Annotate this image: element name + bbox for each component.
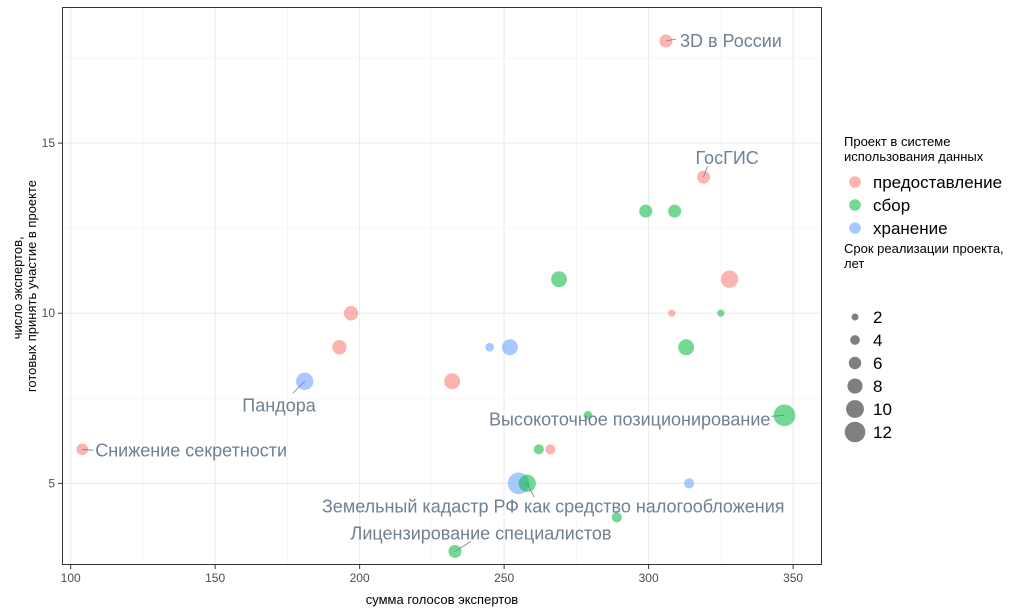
annotation-leader-line bbox=[665, 38, 677, 42]
data-point bbox=[444, 373, 461, 390]
point-annotations: 3D в России ГосГИС Пандора Высокоточное поз… bbox=[82, 31, 785, 552]
legend-color-label: предоставление bbox=[873, 173, 1002, 192]
x-tick-label: 200 bbox=[350, 571, 370, 585]
legend-size-key bbox=[851, 313, 859, 321]
panel-background bbox=[62, 7, 822, 565]
point-label: Снижение секретности bbox=[95, 440, 287, 460]
y-tick-label: 15 bbox=[42, 136, 56, 150]
x-tick-label: 250 bbox=[494, 571, 514, 585]
color-legend-title-line-2: использования данных bbox=[844, 149, 984, 164]
legend-size-label: 12 bbox=[873, 423, 892, 442]
legend-color-key bbox=[849, 199, 861, 211]
legend-color-label: сбор bbox=[873, 196, 910, 215]
legend-size-key bbox=[846, 400, 864, 418]
x-tick-label: 350 bbox=[783, 571, 803, 585]
point-label: ГосГИС bbox=[696, 148, 759, 168]
y-tick-label: 10 bbox=[42, 306, 56, 320]
data-point bbox=[683, 478, 695, 489]
data-point bbox=[332, 340, 347, 355]
legend-size-key bbox=[847, 378, 863, 394]
point-label: 3D в России bbox=[680, 31, 782, 51]
x-axis-title: сумма голосов экспертов bbox=[366, 592, 519, 607]
data-point bbox=[668, 204, 682, 218]
annotation-leader-line bbox=[703, 165, 708, 178]
legend-color-label: хранение bbox=[873, 219, 948, 238]
legend-color-key bbox=[849, 222, 861, 234]
legend-size-label: 2 bbox=[873, 308, 882, 327]
data-point bbox=[545, 444, 556, 455]
data-point bbox=[533, 444, 544, 455]
size-legend-title-line-2: лет bbox=[844, 256, 864, 271]
data-point bbox=[501, 339, 518, 356]
annotation-leader-line bbox=[454, 541, 472, 552]
y-axis: 5 10 15 bbox=[42, 136, 62, 490]
color-legend-title-line-1: Проект в системе bbox=[844, 134, 950, 149]
data-point bbox=[678, 339, 695, 356]
data-point bbox=[639, 204, 653, 218]
legend-size-label: 4 bbox=[873, 331, 882, 350]
data-point bbox=[611, 512, 622, 523]
x-tick-label: 300 bbox=[639, 571, 659, 585]
y-axis-title-line-1: число экспертов, bbox=[10, 236, 25, 339]
annotation-leader-line bbox=[82, 448, 94, 451]
x-tick-label: 150 bbox=[205, 571, 225, 585]
legend-size-label: 6 bbox=[873, 354, 882, 373]
legend-size-label: 10 bbox=[873, 400, 892, 419]
y-tick-label: 5 bbox=[48, 476, 55, 490]
data-point bbox=[551, 271, 567, 288]
annotation-leader-line bbox=[292, 380, 306, 394]
y-axis-title: число экспертов, готовых принять участие… bbox=[10, 180, 39, 392]
legend-color-key bbox=[849, 176, 861, 188]
legend-size-key bbox=[850, 335, 860, 345]
point-label: Пандора bbox=[242, 395, 316, 415]
legend-size-label: 8 bbox=[873, 377, 882, 396]
data-point bbox=[343, 305, 359, 321]
data-point bbox=[717, 309, 725, 317]
x-axis: 100 150 200 250 300 350 bbox=[61, 565, 803, 585]
legend-size-key bbox=[848, 356, 862, 370]
annotation-leader-line bbox=[526, 483, 535, 498]
plot-panel: 3D в России ГосГИС Пандора Высокоточное поз… bbox=[62, 7, 822, 565]
data-point bbox=[668, 309, 676, 317]
x-tick-label: 100 bbox=[61, 571, 81, 585]
size-legend: Срок реализации проекта, лет 2 4 6 8 10 12 bbox=[844, 241, 1004, 443]
data-point bbox=[697, 170, 711, 184]
legend-size-key bbox=[844, 421, 866, 443]
size-legend-title-line-1: Срок реализации проекта, bbox=[844, 241, 1004, 256]
panel-border bbox=[62, 7, 822, 565]
data-point bbox=[583, 410, 593, 420]
color-legend: Проект в системе использования данных пр… bbox=[844, 134, 1002, 238]
grid-lines bbox=[62, 7, 822, 565]
annotation-leader-line bbox=[771, 414, 785, 417]
data-point bbox=[485, 342, 495, 352]
data-point bbox=[720, 270, 739, 288]
point-label: Земельный кадастр РФ как средство налого… bbox=[322, 496, 785, 516]
y-axis-title-line-2: готовых принять участие в проекте bbox=[24, 180, 39, 392]
point-label: Высокоточное позиционирование bbox=[489, 409, 770, 429]
point-label: Лицензирование специалистов bbox=[351, 523, 612, 543]
